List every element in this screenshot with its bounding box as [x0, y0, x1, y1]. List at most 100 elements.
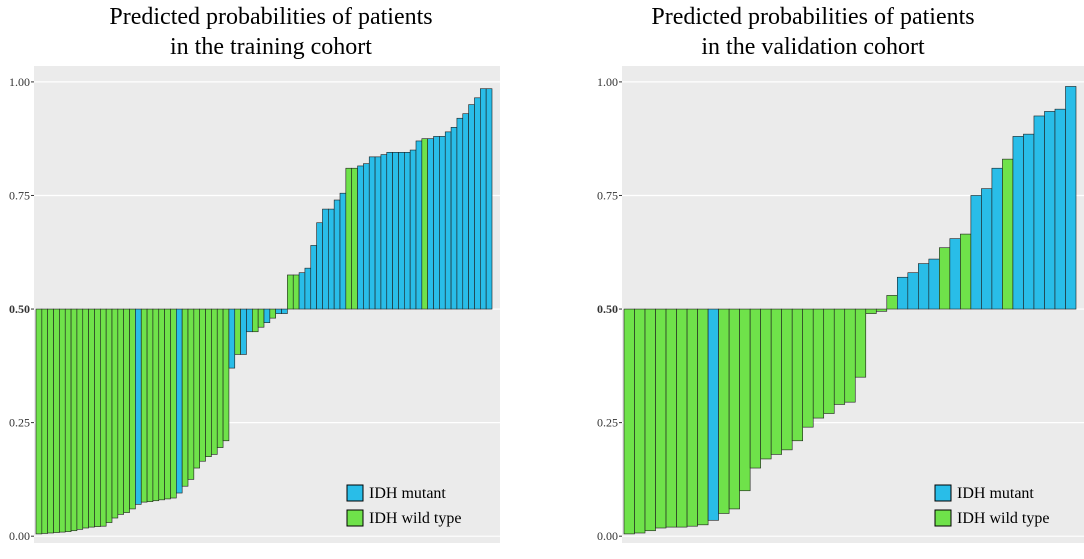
bar-idh-wild-type — [351, 167, 358, 310]
bar-idh-mutant — [333, 199, 341, 310]
bar-idh-wild-type — [234, 308, 241, 355]
y-tick-label: 0.75 — [9, 188, 30, 202]
bar-idh-wild-type — [76, 308, 84, 530]
y-tick-label: 0.00 — [597, 529, 618, 543]
bar-idh-mutant — [480, 88, 487, 310]
bar-idh-wild-type — [634, 308, 646, 534]
y-tick-label: 1.00 — [9, 75, 30, 89]
bar-idh-wild-type — [100, 308, 107, 527]
bar-idh-mutant — [281, 308, 288, 314]
bar-idh-wild-type — [718, 308, 730, 514]
bar-idh-mutant — [928, 258, 940, 310]
bar-idh-mutant — [427, 138, 434, 310]
bar-idh-wild-type — [875, 308, 888, 312]
bar-idh-wild-type — [199, 308, 206, 462]
bar-idh-wild-type — [728, 308, 740, 510]
bar-idh-wild-type — [623, 308, 635, 535]
bar-idh-mutant — [135, 308, 142, 505]
bar-idh-mutant — [275, 308, 282, 314]
bar-idh-mutant — [1044, 111, 1056, 310]
bar-idh-wild-type — [53, 308, 60, 533]
bar-idh-wild-type — [760, 308, 772, 460]
bar-idh-mutant — [339, 192, 347, 310]
bar-idh-wild-type — [187, 308, 195, 480]
bar-idh-wild-type — [94, 308, 101, 527]
bar-idh-wild-type — [939, 247, 951, 310]
y-tick-label: 0.00 — [9, 529, 30, 543]
bar-idh-wild-type — [1002, 158, 1014, 310]
y-tick-label: 1.00 — [597, 75, 618, 89]
bar-idh-mutant — [328, 208, 335, 310]
legend-swatch-mutant — [934, 484, 952, 502]
bar-idh-wild-type — [770, 308, 782, 455]
bar-idh-wild-type — [823, 308, 835, 414]
bar-idh-mutant — [991, 167, 1003, 310]
bar-idh-wild-type — [152, 308, 160, 502]
bar-idh-wild-type — [781, 308, 793, 451]
bar-idh-mutant — [949, 238, 961, 310]
bar-idh-mutant — [1023, 133, 1035, 310]
bar-idh-mutant — [263, 308, 271, 323]
bar-idh-wild-type — [686, 308, 698, 527]
bar-idh-wild-type — [886, 295, 898, 310]
bar-idh-wild-type — [216, 308, 224, 448]
y-tick-label: 0.50 — [597, 302, 618, 316]
bar-idh-wild-type — [665, 308, 677, 528]
bar-idh-mutant — [462, 113, 469, 310]
legend-swatch-wild-type — [934, 509, 952, 527]
bar-idh-mutant — [404, 152, 411, 310]
bar-idh-wild-type — [222, 308, 230, 442]
bar-idh-mutant — [322, 208, 329, 310]
bar-idh-wild-type — [854, 308, 867, 378]
bar-idh-mutant — [246, 308, 253, 333]
bar-idh-wild-type — [802, 308, 814, 428]
bar-idh-mutant — [409, 149, 417, 310]
bar-idh-mutant — [316, 222, 323, 310]
bar-idh-wild-type — [164, 308, 171, 500]
bar-idh-wild-type — [70, 308, 78, 532]
bar-idh-wild-type — [140, 308, 148, 503]
bar-idh-mutant — [707, 308, 719, 521]
bar-idh-wild-type — [791, 308, 803, 442]
bar-idh-wild-type — [170, 308, 177, 499]
bar-idh-wild-type — [47, 308, 54, 534]
y-tick-label: 0.25 — [597, 416, 618, 430]
y-tick-label: 0.50 — [9, 302, 30, 316]
bar-idh-wild-type — [111, 308, 119, 519]
bar-idh-mutant — [380, 154, 388, 310]
bar-idh-mutant — [468, 104, 475, 310]
bar-idh-mutant — [450, 127, 458, 310]
bar-idh-wild-type — [35, 308, 43, 535]
bar-idh-mutant — [298, 272, 306, 310]
bar-idh-mutant — [176, 308, 183, 494]
bar-idh-wild-type — [64, 308, 72, 532]
bar-idh-wild-type — [812, 308, 825, 419]
bar-idh-mutant — [970, 195, 982, 310]
legend-label-mutant: IDH mutant — [957, 485, 1034, 502]
legend-swatch-mutant — [346, 484, 364, 502]
bar-idh-wild-type — [105, 308, 113, 523]
bar-idh-mutant — [1065, 86, 1077, 310]
bar-idh-wild-type — [292, 274, 300, 310]
bar-idh-wild-type — [833, 308, 846, 405]
bar-idh-mutant — [907, 272, 919, 310]
bar-idh-wild-type — [129, 308, 136, 510]
bar-idh-mutant — [918, 263, 930, 310]
bar-idh-mutant — [398, 152, 405, 310]
bar-idh-mutant — [1012, 136, 1024, 310]
bar-idh-wild-type — [960, 233, 972, 310]
bar-idh-wild-type — [158, 308, 165, 501]
bar-idh-mutant — [310, 245, 317, 310]
bar-idh-wild-type — [421, 138, 428, 310]
legend-label-wild-type: IDH wild type — [957, 510, 1049, 527]
bar-idh-wild-type — [211, 308, 218, 455]
chart-title-line1: Predicted probabilities of patients — [651, 4, 975, 30]
bar-idh-wild-type — [82, 308, 89, 529]
legend-label-mutant: IDH mutant — [369, 485, 446, 502]
bar-idh-wild-type — [205, 308, 212, 457]
bar-idh-wild-type — [146, 308, 154, 502]
bar-idh-mutant — [357, 165, 364, 310]
bar-idh-mutant — [897, 276, 909, 310]
bar-idh-wild-type — [287, 274, 294, 310]
legend-swatch-wild-type — [346, 509, 364, 527]
